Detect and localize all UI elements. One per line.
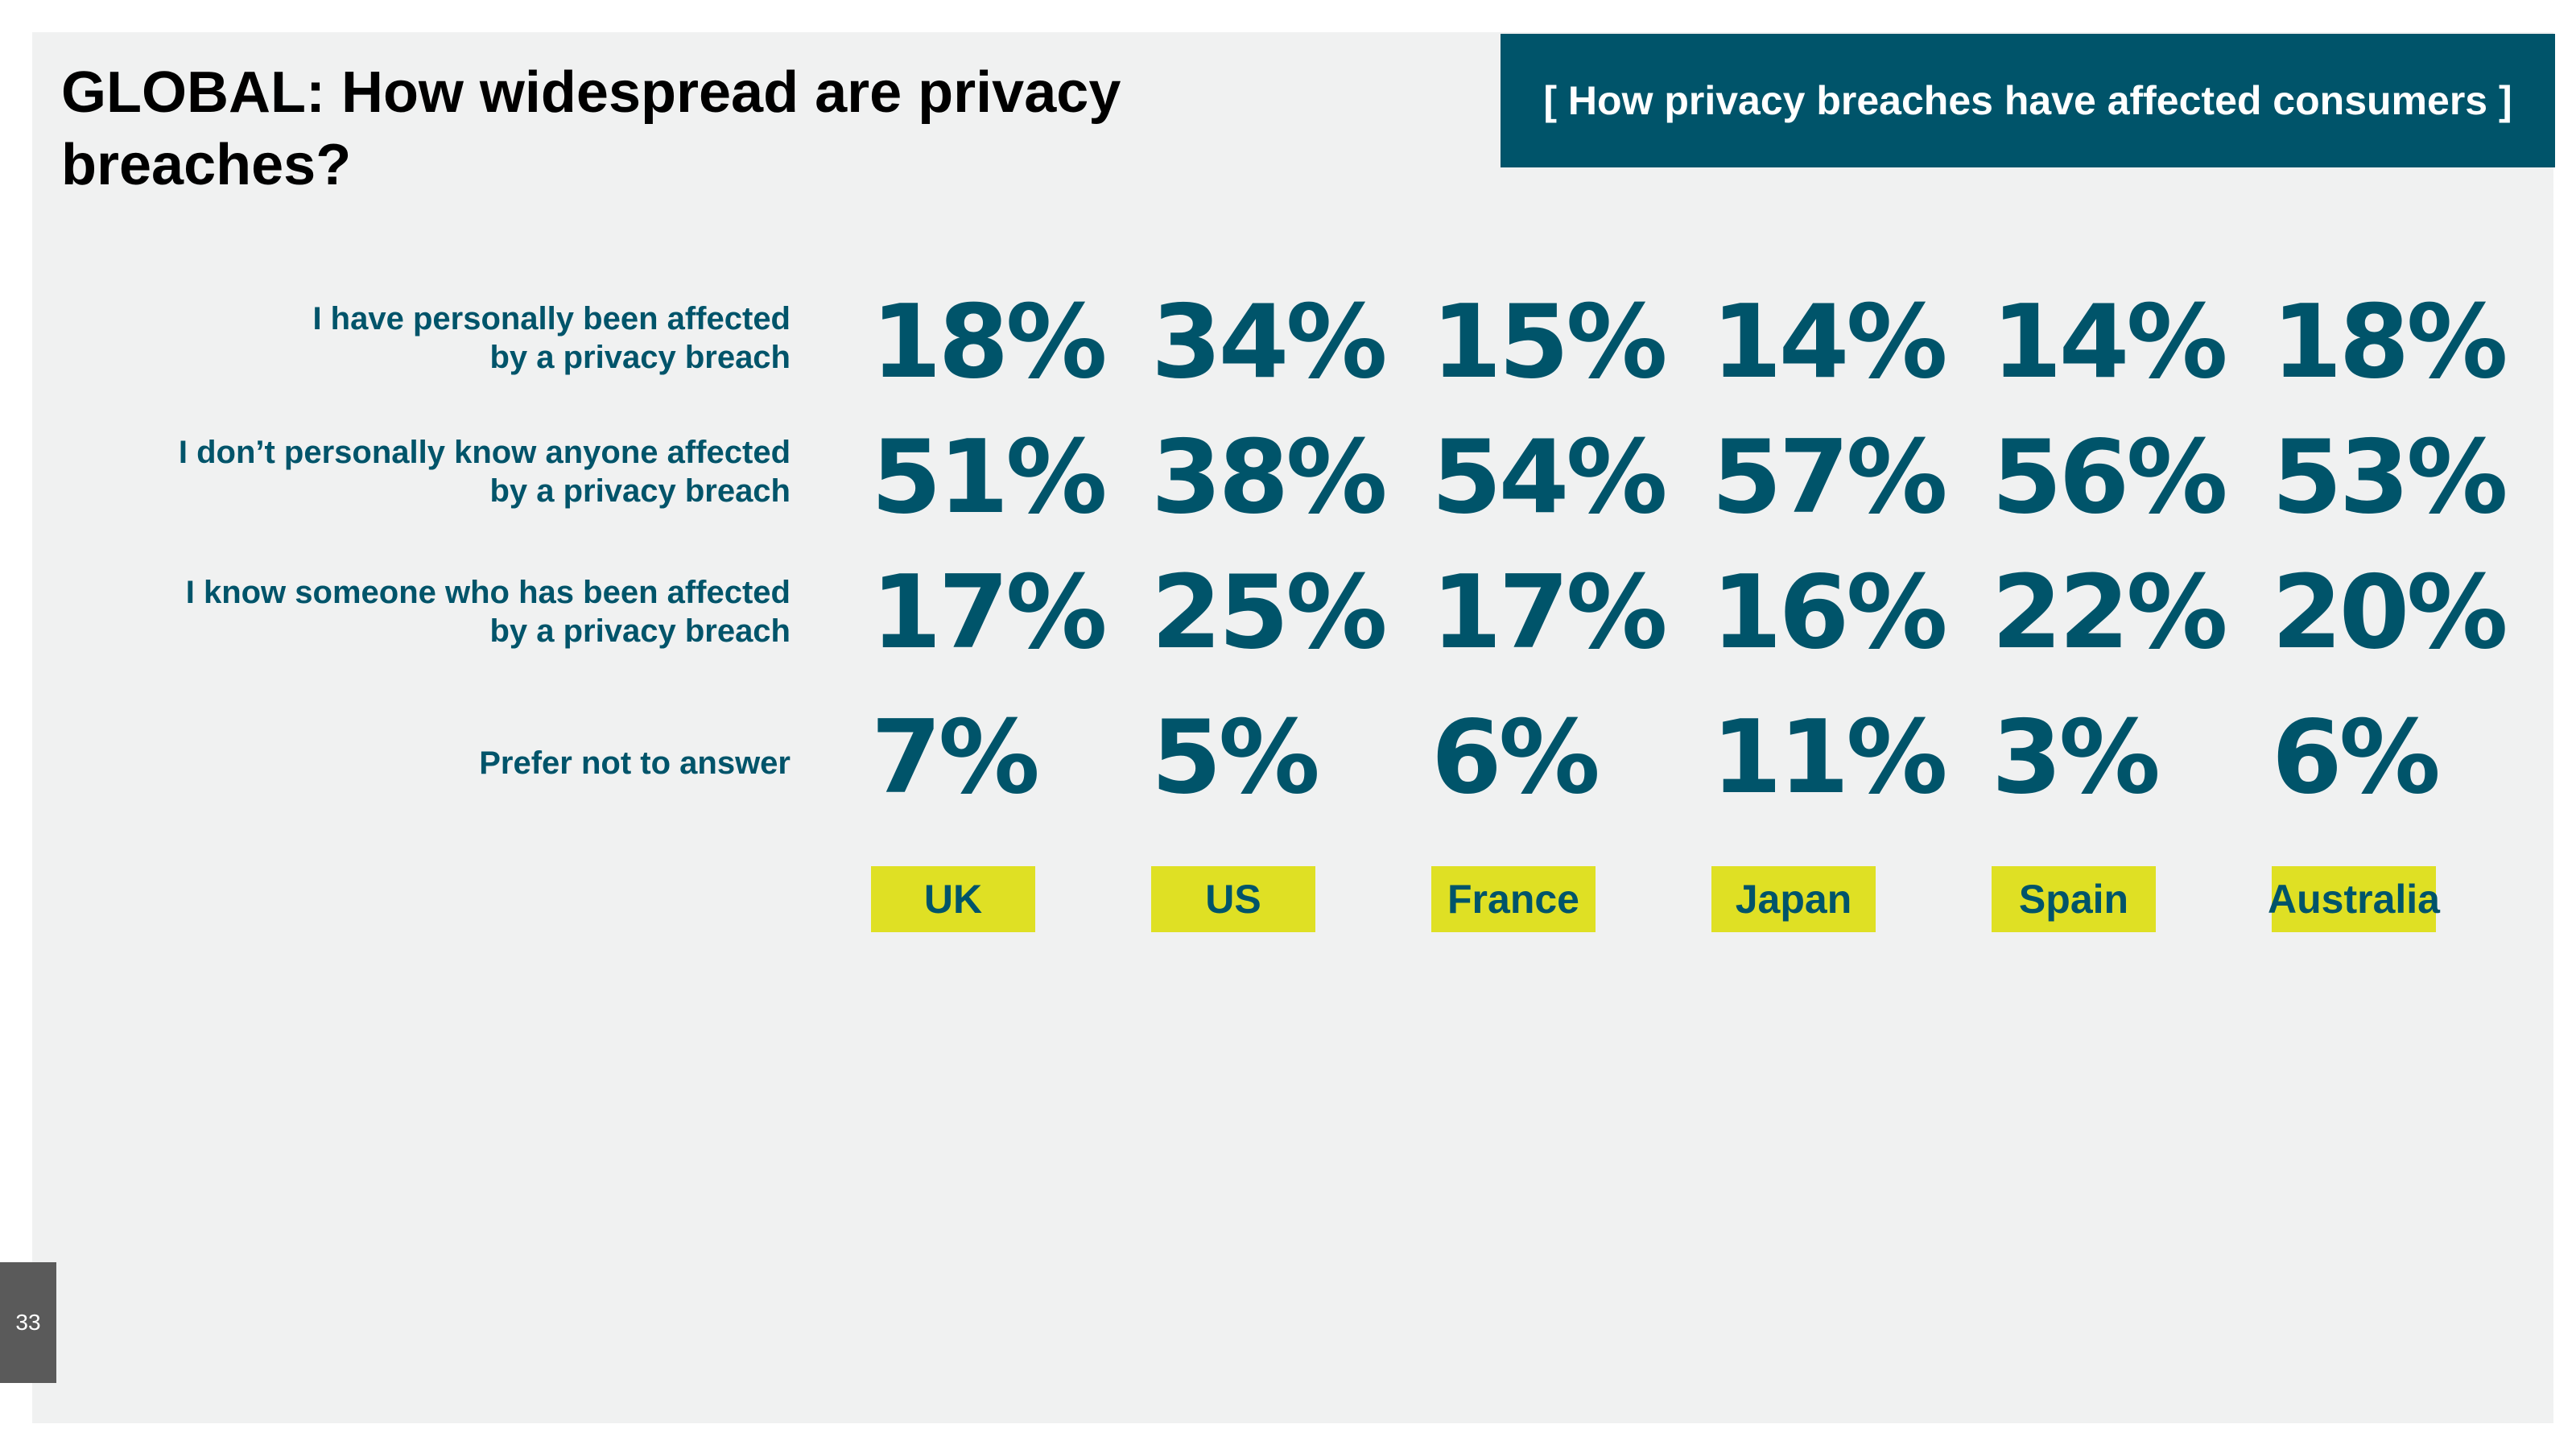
row-label: I don’t personally know anyone affected … bbox=[178, 435, 791, 509]
country-label: France bbox=[1431, 866, 1596, 932]
country-label: Australia bbox=[2268, 866, 2440, 932]
value-cell: 22% bbox=[1992, 553, 2228, 671]
slide-panel bbox=[32, 32, 2553, 1423]
value-cell: 5% bbox=[1151, 698, 1320, 816]
value-cell: 38% bbox=[1151, 418, 1388, 536]
row-label: I know someone who has been affected by … bbox=[185, 575, 791, 649]
country-label: UK bbox=[871, 866, 1035, 932]
value-cell: 57% bbox=[1711, 418, 1948, 536]
country-label: US bbox=[1151, 866, 1315, 932]
slide-title: GLOBAL: How widespread are privacy breac… bbox=[61, 60, 1121, 197]
value-cell: 53% bbox=[2272, 418, 2508, 536]
value-cell: 18% bbox=[871, 283, 1108, 401]
value-cell: 15% bbox=[1431, 283, 1668, 401]
section-banner: [ How privacy breaches have affected con… bbox=[1501, 34, 2555, 167]
value-cell: 56% bbox=[1992, 418, 2228, 536]
value-cell: 16% bbox=[1711, 553, 1948, 671]
value-cell: 25% bbox=[1151, 553, 1388, 671]
value-cell: 11% bbox=[1711, 698, 1948, 816]
value-cell: 3% bbox=[1992, 698, 2161, 816]
country-label: Japan bbox=[1711, 866, 1876, 932]
value-cell: 54% bbox=[1431, 418, 1668, 536]
country-label: Spain bbox=[1992, 866, 2156, 932]
value-cell: 18% bbox=[2272, 283, 2508, 401]
page-number: 33 bbox=[0, 1262, 56, 1383]
value-cell: 17% bbox=[871, 553, 1108, 671]
value-cell: 14% bbox=[1992, 283, 2228, 401]
value-cell: 20% bbox=[2272, 553, 2508, 671]
row-label: I have personally been affected by a pri… bbox=[312, 301, 791, 375]
value-cell: 7% bbox=[871, 698, 1040, 816]
value-cell: 17% bbox=[1431, 553, 1668, 671]
value-cell: 6% bbox=[2272, 698, 2441, 816]
value-cell: 51% bbox=[871, 418, 1108, 536]
value-cell: 6% bbox=[1431, 698, 1600, 816]
value-cell: 34% bbox=[1151, 283, 1388, 401]
row-label: Prefer not to answer bbox=[479, 745, 791, 781]
value-cell: 14% bbox=[1711, 283, 1948, 401]
